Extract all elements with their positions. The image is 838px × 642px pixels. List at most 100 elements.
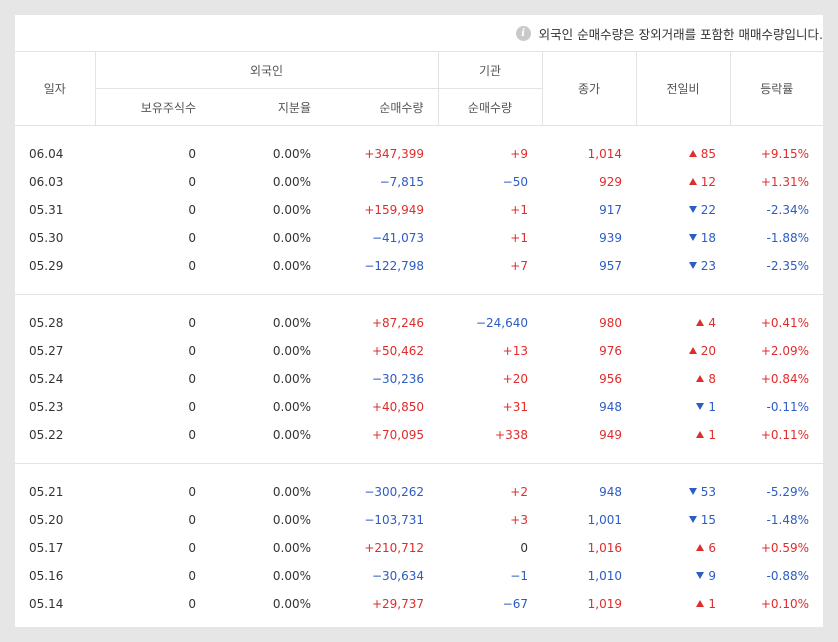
table-row: 06.04 0 0.00% +347,399 +9 1,014 85 +9.15% xyxy=(15,140,823,168)
cell-date: 05.23 xyxy=(29,400,64,414)
cell-net-foreign: +210,712 xyxy=(364,541,424,555)
cell-ratio: 0.00% xyxy=(272,513,311,527)
cell-holdings: 0 xyxy=(188,597,196,611)
cell-date: 06.03 xyxy=(29,175,64,189)
triangle-up-icon xyxy=(696,375,705,382)
table-row: 05.22 0 0.00% +70,095 +338 949 1 +0.11% xyxy=(15,421,823,449)
cell-change: 23 xyxy=(636,252,730,280)
cell-net-foreign: +70,095 xyxy=(371,428,424,442)
change-value: 12 xyxy=(700,175,716,189)
cell-close: 1,001 xyxy=(587,513,622,527)
change-value: 1 xyxy=(708,400,716,414)
table-row: 05.29 0 0.00% −122,798 +7 957 23 -2.35% xyxy=(15,252,823,280)
group-gap xyxy=(15,295,823,310)
cell-close: 980 xyxy=(599,316,622,330)
table-row: 05.17 0 0.00% +210,712 0 1,016 6 +0.59% xyxy=(15,534,823,562)
cell-net-foreign: −30,634 xyxy=(371,569,424,583)
cell-net-foreign: +50,462 xyxy=(371,344,424,358)
cell-net-institution: +338 xyxy=(495,428,528,442)
cell-change: 1 xyxy=(636,590,730,618)
cell-change: 8 xyxy=(636,365,730,393)
cell-ratio: 0.00% xyxy=(272,344,311,358)
cell-date: 05.20 xyxy=(29,513,64,527)
cell-holdings: 0 xyxy=(188,428,196,442)
cell-change: 18 xyxy=(636,224,730,252)
header-institution: 기관 xyxy=(438,52,543,89)
table-row: 05.21 0 0.00% −300,262 +2 948 53 -5.29% xyxy=(15,478,823,506)
cell-net-foreign: −122,798 xyxy=(364,259,424,273)
header-close: 종가 xyxy=(542,52,637,126)
cell-rate: -5.29% xyxy=(766,485,809,499)
table-row: 05.16 0 0.00% −30,634 −1 1,010 9 -0.88% xyxy=(15,562,823,590)
change-value: 53 xyxy=(700,485,716,499)
group-gap xyxy=(15,464,823,479)
cell-date: 05.31 xyxy=(29,203,64,217)
investor-trading-panel: i 외국인 순매수량은 장외거래를 포함한 매매수량입니다. 일자 외국인 기관… xyxy=(15,15,823,627)
cell-ratio: 0.00% xyxy=(272,541,311,555)
group-gap xyxy=(15,126,823,141)
triangle-down-icon xyxy=(688,234,697,241)
cell-net-institution: +2 xyxy=(510,485,528,499)
cell-holdings: 0 xyxy=(188,316,196,330)
table-body: 06.04 0 0.00% +347,399 +9 1,014 85 +9.15% 06.03 0… xyxy=(15,126,823,628)
cell-net-institution: +3 xyxy=(510,513,528,527)
cell-close: 956 xyxy=(599,372,622,386)
cell-date: 05.22 xyxy=(29,428,64,442)
header-net-foreign: 순매수량 xyxy=(325,88,439,126)
change-value: 1 xyxy=(708,428,716,442)
cell-net-institution: −67 xyxy=(502,597,528,611)
cell-close: 917 xyxy=(599,203,622,217)
cell-close: 1,010 xyxy=(587,569,622,583)
table-row: 06.03 0 0.00% −7,815 −50 929 12 +1.31% xyxy=(15,168,823,196)
cell-holdings: 0 xyxy=(188,513,196,527)
cell-rate: +0.84% xyxy=(760,372,809,386)
header-rate: 등락률 xyxy=(730,52,823,126)
cell-ratio: 0.00% xyxy=(272,147,311,161)
cell-date: 05.17 xyxy=(29,541,64,555)
change-value: 4 xyxy=(708,316,716,330)
cell-close: 949 xyxy=(599,428,622,442)
cell-rate: -1.88% xyxy=(766,231,809,245)
cell-rate: +0.59% xyxy=(760,541,809,555)
cell-close: 948 xyxy=(599,400,622,414)
cell-ratio: 0.00% xyxy=(272,569,311,583)
header-change: 전일비 xyxy=(636,52,731,126)
change-value: 6 xyxy=(708,541,716,555)
cell-ratio: 0.00% xyxy=(272,597,311,611)
triangle-up-icon xyxy=(688,347,697,354)
triangle-down-icon xyxy=(688,488,697,495)
triangle-down-icon xyxy=(688,262,697,269)
change-value: 20 xyxy=(700,344,716,358)
cell-date: 05.14 xyxy=(29,597,64,611)
cell-close: 1,014 xyxy=(587,147,622,161)
cell-net-institution: +7 xyxy=(510,259,528,273)
cell-date: 05.30 xyxy=(29,231,64,245)
info-icon: i xyxy=(515,25,531,41)
cell-ratio: 0.00% xyxy=(272,203,311,217)
cell-ratio: 0.00% xyxy=(272,485,311,499)
header-holdings: 보유주식수 xyxy=(95,88,210,126)
cell-close: 1,019 xyxy=(587,597,622,611)
cell-holdings: 0 xyxy=(188,175,196,189)
cell-holdings: 0 xyxy=(188,259,196,273)
cell-holdings: 0 xyxy=(188,569,196,583)
change-value: 22 xyxy=(700,203,716,217)
table-row: 05.20 0 0.00% −103,731 +3 1,001 15 -1.48% xyxy=(15,506,823,534)
cell-close: 929 xyxy=(599,175,622,189)
cell-date: 06.04 xyxy=(29,147,64,161)
cell-rate: -2.34% xyxy=(766,203,809,217)
cell-net-foreign: +29,737 xyxy=(371,597,424,611)
cell-holdings: 0 xyxy=(188,231,196,245)
triangle-up-icon xyxy=(696,319,705,326)
cell-rate: +0.41% xyxy=(760,316,809,330)
cell-net-foreign: −41,073 xyxy=(371,231,424,245)
cell-holdings: 0 xyxy=(188,372,196,386)
table-row: 05.23 0 0.00% +40,850 +31 948 1 -0.11% xyxy=(15,393,823,421)
group-separator xyxy=(15,618,823,627)
table-row: 05.30 0 0.00% −41,073 +1 939 18 -1.88% xyxy=(15,224,823,252)
notice-bar: i 외국인 순매수량은 장외거래를 포함한 매매수량입니다. xyxy=(15,15,823,52)
table-row: 05.31 0 0.00% +159,949 +1 917 22 -2.34% xyxy=(15,196,823,224)
cell-close: 939 xyxy=(599,231,622,245)
cell-holdings: 0 xyxy=(188,541,196,555)
cell-net-institution: −24,640 xyxy=(475,316,528,330)
